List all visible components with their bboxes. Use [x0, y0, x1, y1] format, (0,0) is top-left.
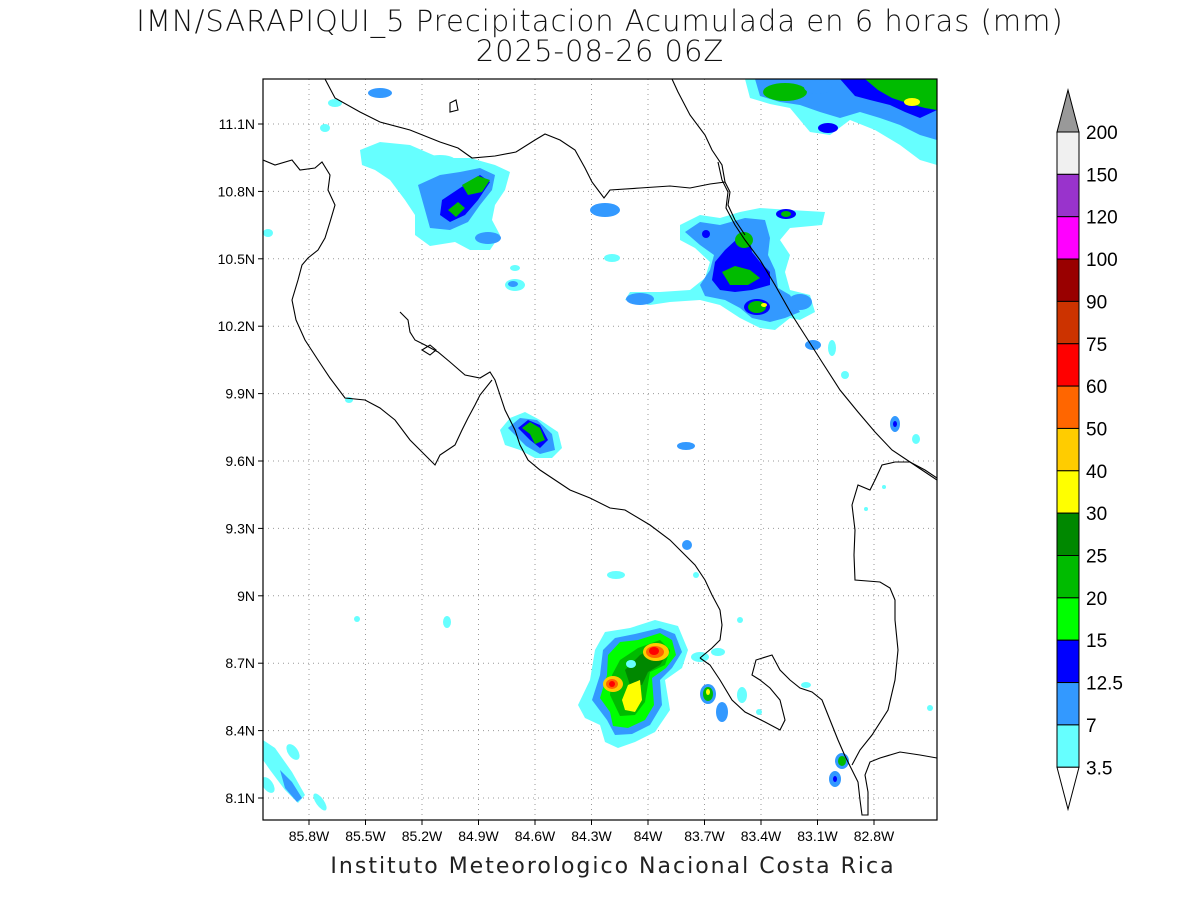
precip-cluster-sw: [263, 740, 327, 811]
precip-cluster-south: [354, 485, 933, 787]
colorbar-label: 15: [1086, 631, 1107, 652]
osa-peninsula-coast: [699, 654, 937, 816]
lat-tick-label: 8.4N: [225, 723, 255, 739]
lon-tick-label: 85.2W: [402, 828, 443, 844]
map-gridlines: [263, 79, 937, 820]
lat-tick-label: 10.5N: [218, 251, 255, 267]
colorbar-swatch: [1056, 343, 1080, 387]
colorbar-swatch: [1056, 555, 1080, 599]
lat-tick-label: 8.1N: [225, 790, 255, 806]
lat-tick-label: 8.7N: [225, 655, 255, 671]
colorbar-label: 3.5: [1086, 758, 1112, 779]
lon-tick-label: 83.7W: [684, 828, 725, 844]
map-frame: [262, 78, 938, 821]
chart-title-line2: 2025-08-26 06Z: [475, 34, 725, 68]
colorbar: 200 150 120 100 90 75 60 50 40 30 25 20 15 12.5 7 3.5: [1056, 88, 1123, 812]
colorbar-label: 20: [1086, 589, 1107, 610]
lon-tick-label: 83.1W: [797, 828, 838, 844]
precip-cluster-ne: [745, 79, 937, 165]
colorbar-label: 7: [1086, 716, 1097, 737]
lon-tick-label: 85.8W: [289, 828, 330, 844]
precip-cluster-central-pacific: [345, 397, 562, 458]
nicaragua-pacific-coast: [263, 159, 493, 466]
lon-tick-label: 85.5W: [345, 828, 386, 844]
colorbar-swatch: [1056, 682, 1080, 726]
lon-tick-label: 84.3W: [571, 828, 612, 844]
colorbar-swatch: [1056, 131, 1080, 175]
colorbar-label: 40: [1086, 462, 1107, 483]
colorbar-swatch: [1056, 300, 1080, 345]
caribbean-coast: [717, 161, 937, 481]
nicaragua-lake-shore: [324, 79, 726, 199]
nicoya-island: [420, 344, 437, 356]
colorbar-swatch: [1056, 724, 1080, 768]
lat-tick-label: 9.9N: [225, 386, 255, 402]
panama-border: [851, 461, 937, 766]
colorbar-label: 25: [1086, 547, 1107, 568]
colorbar-label: 150: [1086, 165, 1118, 186]
colorbar-swatch: [1056, 385, 1080, 429]
longitude-axis: 85.8W 85.5W 85.2W 84.9W 84.6W 84.3W 84W 83.7W 83…: [289, 820, 895, 844]
lat-tick-label: 10.2N: [218, 318, 255, 334]
colorbar-label: 90: [1086, 292, 1107, 313]
lon-tick-label: 84W: [634, 828, 664, 844]
lat-tick-label: 10.8N: [218, 183, 255, 199]
colorbar-swatch: [1056, 258, 1080, 302]
precip-cluster-nw: [263, 88, 620, 291]
lon-tick-label: 84.6W: [515, 828, 556, 844]
colorbar-swatch: [1056, 512, 1080, 557]
lat-tick-label: 9N: [237, 588, 255, 604]
chart-title-line1: IMN/SARAPIQUI_5 Precipitacion Acumulada …: [136, 4, 1064, 38]
colorbar-swatch: [1056, 427, 1080, 472]
lat-tick-label: 11.1N: [219, 116, 255, 132]
credit-footer: Instituto Meteorologico Nacional Costa R…: [330, 854, 896, 879]
colorbar-top-arrow: [1056, 88, 1080, 133]
colorbar-label: 12.5: [1086, 674, 1123, 695]
nicoya-gulf-shore: [399, 311, 723, 659]
colorbar-swatch: [1056, 470, 1080, 514]
colorbar-label: 30: [1086, 504, 1107, 525]
colorbar-label: 100: [1086, 250, 1118, 271]
lat-tick-label: 9.6N: [225, 453, 255, 469]
precipitation-field: [263, 79, 937, 816]
precip-cluster-center-north: [590, 203, 920, 450]
colorbar-swatch: [1056, 597, 1080, 641]
colorbar-swatch: [1056, 639, 1080, 684]
lake-island: [449, 99, 459, 113]
colorbar-label: 60: [1086, 377, 1107, 398]
lon-tick-label: 83.4W: [741, 828, 782, 844]
coastlines: [263, 79, 937, 816]
lon-tick-label: 84.9W: [458, 828, 499, 844]
colorbar-swatch: [1056, 173, 1080, 218]
lon-tick-label: 82.8W: [854, 828, 895, 844]
colorbar-label: 75: [1086, 335, 1107, 356]
colorbar-label: 120: [1086, 208, 1118, 229]
colorbar-label: 200: [1086, 123, 1118, 144]
san-juan-river: [724, 181, 746, 236]
latitude-axis: 11.1N 10.8N 10.5N 10.2N 9.9N 9.6N 9.3N 9N 8.7N 8.…: [218, 116, 263, 806]
colorbar-bottom-arrow: [1056, 766, 1080, 812]
colorbar-label: 50: [1086, 419, 1107, 440]
colorbar-swatch: [1056, 216, 1080, 260]
lat-tick-label: 9.3N: [225, 520, 255, 536]
